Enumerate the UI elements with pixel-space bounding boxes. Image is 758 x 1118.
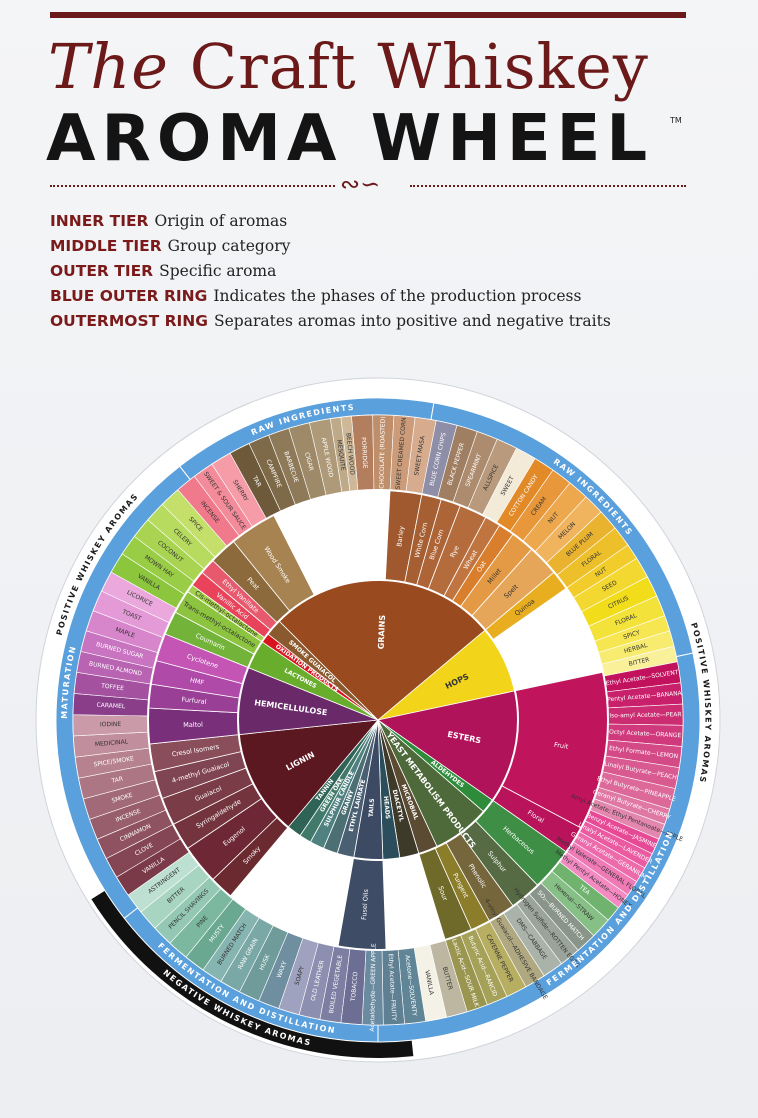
legend-key: OUTER TIER (50, 262, 154, 280)
flourish-ornament: ∾∽ (340, 170, 381, 198)
outer-tier-label: VANILLA (423, 970, 435, 997)
divider-right (410, 185, 686, 187)
inner-tier-label: TAILS (368, 798, 376, 817)
legend-text: Indicates the phases of the production p… (213, 287, 582, 305)
legend-text: Group category (167, 237, 291, 255)
outer-tier-label: MEDICINAL (95, 738, 129, 748)
legend-key: BLUE OUTER RING (50, 287, 208, 305)
legend-row: BLUE OUTER RING Indicates the phases of t… (50, 287, 611, 312)
outer-tier-label: CHOCOLATE (ROASTED) (379, 416, 387, 488)
outer-tier-label: MESQUITE (335, 439, 346, 471)
middle-tier-label: Fusel Oils (360, 888, 370, 920)
title-line-1: The Craft Whiskey (48, 30, 649, 103)
outer-tier-label: TOBACCO (350, 971, 360, 1002)
title-aroma-wheel: AROMA WHEEL (46, 102, 654, 176)
middle-tier-label: Furfural (181, 695, 207, 706)
legend: INNER TIER Origin of aromas MIDDLE TIER Gr… (50, 212, 611, 337)
legend-row: INNER TIER Origin of aromas (50, 212, 611, 237)
legend-text: Separates aromas into positive and negat… (214, 312, 611, 330)
title-craft-whiskey: Craft Whiskey (189, 30, 649, 103)
outer-tier-label: Ethyl Acetate—FRUITY (387, 953, 398, 1021)
outer-tier-label: CIGAR (303, 452, 315, 472)
legend-key: INNER TIER (50, 212, 149, 230)
outer-tier-label: BITTER (628, 656, 650, 667)
outermost-ring-segment (39, 382, 379, 900)
outer-tier-label: IODINE (100, 721, 121, 728)
inner-tier-label: HEADS (382, 796, 391, 820)
top-rule (50, 12, 686, 18)
trademark: TM (670, 116, 682, 125)
divider-left (50, 185, 335, 187)
tier-separator (147, 489, 609, 951)
middle-tier-label: HMF (189, 676, 205, 687)
legend-row: OUTER TIER Specific aroma (50, 262, 611, 287)
legend-key: MIDDLE TIER (50, 237, 162, 255)
aroma-wheel: PORRIDGE CHOCOLATE (ROASTED) SWEET CREAMED… (35, 377, 721, 1063)
middle-tier-label: Maltol (183, 721, 203, 730)
legend-text: Origin of aromas (154, 212, 288, 230)
outer-tier-label: TAR (110, 775, 124, 785)
tier-separator (237, 579, 519, 861)
outer-tier-label: CARAMEL (96, 702, 126, 711)
outer-tier-label: BEECH WOOD (344, 433, 355, 476)
outer-tier-label: Acetaldehyde—GREEN APPLE (369, 943, 378, 1032)
outer-tier-label: PORRIDGE (360, 437, 369, 469)
middle-tier-label: Fruit (554, 741, 570, 751)
outer-tier-label: Octyl Acetate—ORANGE (609, 729, 682, 740)
title-the: The (48, 30, 169, 103)
inner-tier-label: GRAINS (377, 614, 388, 649)
outermost-ring-segment (91, 890, 414, 1058)
middle-tier-label: Barley (395, 525, 405, 547)
outer-tier-label: TOFFEE (100, 682, 125, 692)
outer-tier-label: Iso-amyl Acetate—PEAR (609, 711, 681, 719)
legend-row: OUTERMOST RING Separates aromas into posi… (50, 312, 611, 337)
legend-row: MIDDLE TIER Group category (50, 237, 611, 262)
outer-tier-label: TAR (250, 474, 262, 488)
legend-text: Specific aroma (159, 262, 277, 280)
legend-key: OUTERMOST RING (50, 312, 208, 330)
